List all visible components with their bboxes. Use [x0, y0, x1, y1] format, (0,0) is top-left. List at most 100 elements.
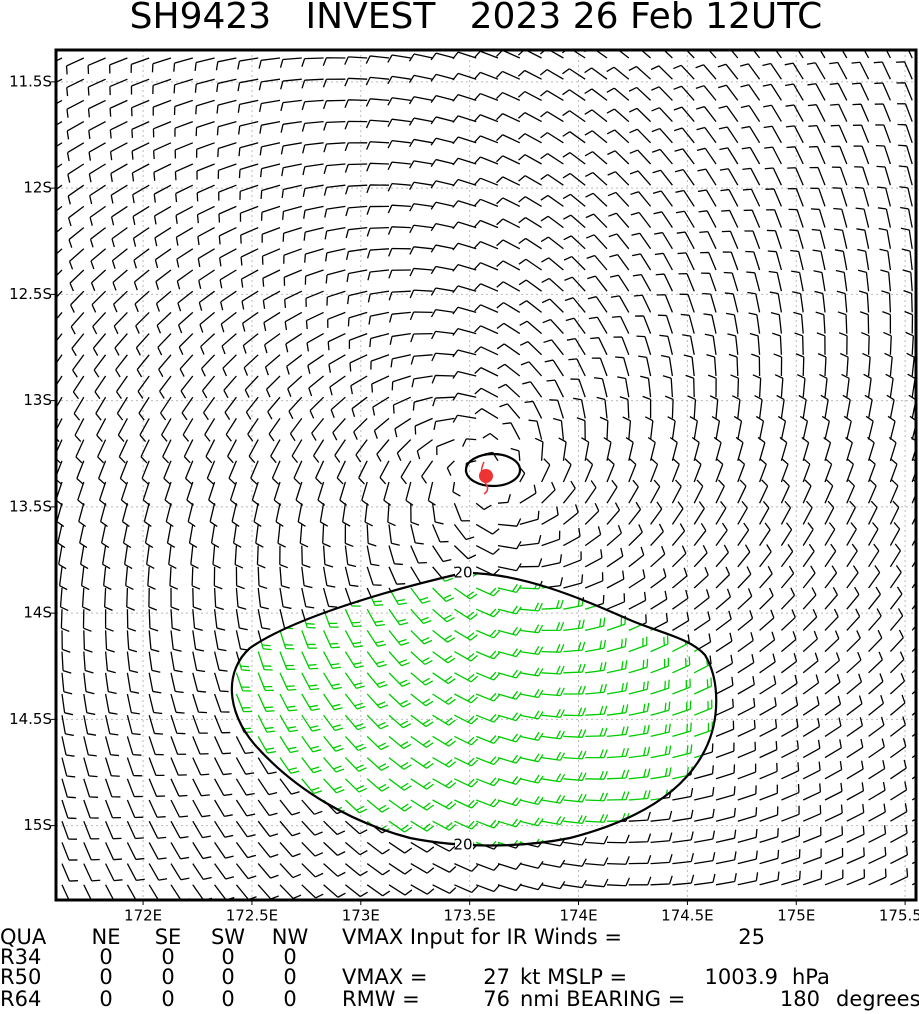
wind-barb — [109, 142, 128, 161]
wind-barb — [628, 876, 652, 886]
wind-barb — [240, 185, 258, 200]
wind-barb — [345, 143, 367, 151]
wind-barb — [519, 710, 544, 720]
wind-barb — [884, 352, 893, 377]
wind-barb — [282, 226, 302, 242]
wind-barb — [565, 317, 586, 334]
wind-barb — [755, 415, 765, 440]
wind-barb — [158, 354, 172, 378]
wind-barb — [222, 354, 237, 377]
wind-barb — [344, 884, 368, 898]
wind-barb — [175, 227, 194, 246]
wind-barb — [649, 458, 659, 483]
wind-barb — [802, 587, 817, 610]
wind-barb — [361, 481, 370, 506]
wind-barb — [409, 289, 433, 299]
wind-barb — [127, 758, 142, 776]
wind-barb — [67, 122, 84, 140]
table-cell: 0 — [161, 987, 174, 1011]
wind-barb — [257, 693, 275, 712]
wind-barb — [88, 58, 105, 74]
wind-barb — [285, 291, 302, 308]
wind-barb — [766, 229, 783, 250]
wind-barb — [737, 566, 752, 589]
wind-barb — [764, 147, 781, 164]
wind-barb — [430, 95, 455, 104]
wind-barb — [170, 672, 184, 694]
wind-barb — [847, 826, 864, 843]
wind-barb — [541, 751, 566, 761]
wind-barb — [781, 719, 798, 737]
wind-barb — [152, 99, 172, 116]
wind-barb — [173, 57, 193, 72]
wind-barb — [817, 333, 825, 355]
wind-barb — [887, 415, 896, 440]
wind-barb — [350, 355, 367, 372]
wind-barb — [279, 566, 290, 589]
wind-barb — [62, 800, 76, 818]
wind-barb — [284, 290, 303, 308]
wind-barb — [287, 375, 303, 397]
x-tick-label: 174E — [559, 907, 597, 925]
wind-barb — [217, 142, 237, 158]
wind-barb — [496, 197, 521, 207]
wind-barb — [678, 274, 694, 292]
wind-barb — [256, 545, 266, 569]
wind-barb — [279, 545, 288, 569]
wind-barb — [846, 651, 862, 674]
wind-barb — [781, 827, 801, 844]
wind-barb — [715, 458, 724, 483]
wind-barb — [781, 718, 799, 737]
wind-barb — [802, 848, 822, 865]
wind-barb — [388, 629, 410, 646]
wind-barb — [760, 763, 778, 779]
wind-barb — [104, 757, 120, 777]
x-tick-label: 172E — [124, 907, 162, 925]
wind-barb — [541, 665, 565, 675]
wind-barb — [280, 142, 302, 155]
wind-barb — [452, 200, 477, 208]
wind-barb — [816, 332, 826, 355]
wind-barb — [344, 757, 367, 772]
wind-barb — [117, 418, 128, 442]
wind-barb — [846, 804, 865, 822]
wind-barb — [650, 701, 671, 716]
wind-barb — [846, 479, 856, 504]
wind-barb — [432, 714, 456, 726]
wind-barb — [497, 755, 522, 764]
wind-barb — [369, 332, 390, 348]
wind-barb — [98, 460, 107, 485]
wind-barb — [588, 316, 608, 334]
wind-barb — [721, 210, 738, 227]
wind-barb — [410, 572, 430, 584]
wind-barb — [452, 136, 477, 145]
wind-barb — [176, 248, 194, 268]
wind-barb — [56, 290, 63, 299]
wind-barb — [563, 235, 586, 250]
wind-barb — [780, 479, 790, 504]
wind-barb — [824, 608, 839, 631]
wind-barb — [563, 815, 587, 825]
wind-barb — [651, 86, 673, 101]
wind-barb — [344, 545, 357, 568]
wind-barb — [784, 62, 804, 80]
wind-barb — [153, 142, 172, 160]
wind-barb — [301, 99, 324, 111]
wind-barb — [889, 629, 904, 653]
wind-barb — [586, 254, 608, 271]
wind-barb — [727, 333, 739, 355]
wind-barb — [629, 128, 652, 144]
wind-barb — [87, 57, 106, 74]
wind-barb — [896, 62, 912, 79]
wind-barb — [889, 500, 900, 525]
wind-barb — [239, 184, 259, 200]
wind-barb — [846, 847, 865, 865]
wind-barb — [735, 436, 744, 461]
wind-barb — [591, 357, 608, 377]
wind-barb — [496, 343, 521, 356]
wind-barb — [781, 871, 800, 885]
wind-barb — [315, 460, 325, 485]
wind-barb — [408, 74, 433, 83]
wind-barb — [475, 178, 498, 186]
wind-barb — [152, 120, 172, 138]
